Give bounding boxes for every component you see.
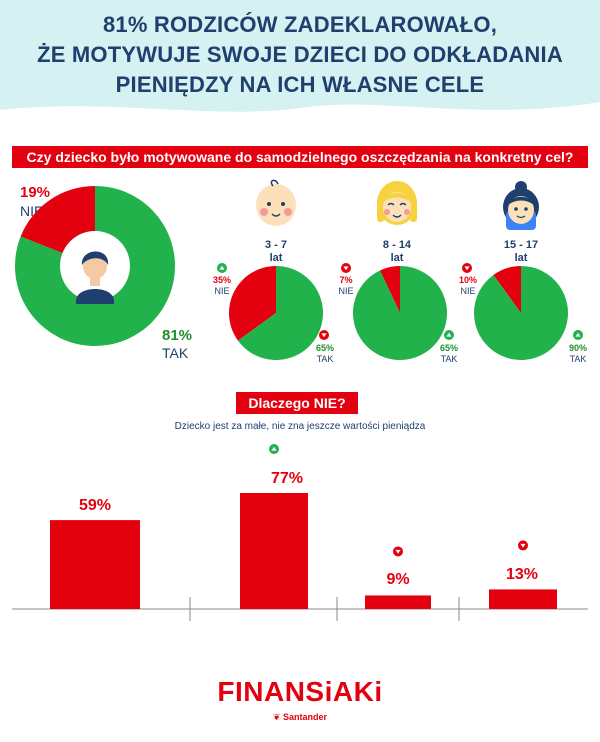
pie-15-17-tak-pct: 90% xyxy=(568,343,587,353)
trend-marker-15-17-nie-icon xyxy=(462,263,472,273)
trend-marker-8-14-nie-icon xyxy=(341,263,351,273)
brand-sub-logo: ❦ Santander xyxy=(272,712,328,722)
bar-chart xyxy=(12,493,588,621)
pie-3-7-slice-nie xyxy=(228,266,276,341)
header-wave-background xyxy=(0,0,600,112)
bar-value-label-4: 13% xyxy=(505,566,539,583)
age-unit-3-7: lat xyxy=(269,252,283,264)
overall-tak-label: TAK xyxy=(162,345,189,361)
pie-3-7-tak-pct: 65% xyxy=(315,343,334,353)
pie-chart-15-17 xyxy=(473,266,568,360)
page-title: 81% RODZICÓW ZADEKLAROWAŁO, ŻE MOTYWUJE … xyxy=(0,10,600,100)
age-label-15-17: 15 - 17 lat xyxy=(486,239,556,265)
teen-face-icon xyxy=(503,181,539,230)
title-line-1: RODZICÓW ZADEKLAROWAŁO, xyxy=(147,12,498,37)
bar-4-trend-icon xyxy=(518,540,528,551)
age-unit-15-17: lat xyxy=(514,252,528,264)
trend-markers xyxy=(217,263,583,557)
age-label-8-14: 8 - 14 lat xyxy=(362,239,432,265)
pie-3-7-nie-label: 35% NIE xyxy=(205,275,239,297)
pie-8-14-nie-label: 7% NIE xyxy=(329,275,363,297)
pie-3-7-nie-word: NIE xyxy=(214,286,230,296)
bar-4 xyxy=(489,589,557,609)
pie-chart-3-7 xyxy=(228,266,323,361)
pie-15-17-nie-label: 10% NIE xyxy=(451,275,485,297)
bar-2-trend-icon xyxy=(269,444,279,454)
pie-3-7-tak-label: 65% TAK xyxy=(308,343,342,365)
bar-3-trend-icon xyxy=(393,546,403,557)
title-line-3: PIENIĘDZY NA ICH WŁASNE CELE xyxy=(115,72,485,97)
question-banner: Czy dziecko było motywowane do samodziel… xyxy=(12,146,588,168)
trend-marker-3-7-tak-icon xyxy=(319,330,329,340)
pie-8-14-tak-word: TAK xyxy=(440,354,458,364)
title-highlight: 81% xyxy=(102,12,148,37)
bar-value-label-1: 59% xyxy=(78,497,112,514)
pie-3-7-slice-tak xyxy=(237,266,323,361)
bar-2 xyxy=(240,493,308,609)
age-unit-8-14: lat xyxy=(390,252,404,264)
pie-8-14-slice-tak xyxy=(352,266,447,360)
pie-15-17-tak-word: TAK xyxy=(569,354,587,364)
age-range-3-7: 3 - 7 xyxy=(264,239,287,251)
pie-15-17-slice-nie xyxy=(493,266,521,313)
pie-15-17-tak-label: 90% TAK xyxy=(561,343,595,365)
girl-face-icon xyxy=(377,181,417,225)
age-range-8-14: 8 - 14 xyxy=(382,239,412,251)
bar-value-label-3: 9% xyxy=(386,571,410,588)
bar-chart-subtitle: Dziecko jest za małe, nie zna jeszcze wa… xyxy=(174,421,426,432)
age-label-3-7: 3 - 7 lat xyxy=(241,239,311,265)
pie-3-7-tak-word: TAK xyxy=(316,354,334,364)
overall-tak-percent: 81% xyxy=(162,327,193,344)
pie-3-7-nie-pct: 35% xyxy=(212,275,231,285)
title-line-2: ŻE MOTYWUJE SWOJE DZIECI DO ODKŁADANIA xyxy=(37,42,563,67)
age-range-15-17: 15 - 17 xyxy=(503,239,539,251)
brand-sub-text: Santander xyxy=(283,712,328,722)
pie-15-17-slice-tak xyxy=(473,266,568,360)
pie-8-14-slice-nie xyxy=(379,266,400,313)
trend-marker-3-7-nie-icon xyxy=(217,263,227,273)
pie-15-17-nie-word: NIE xyxy=(460,286,476,296)
header: 81% RODZICÓW ZADEKLAROWAŁO, ŻE MOTYWUJE … xyxy=(0,0,600,122)
pie-15-17-nie-pct: 10% xyxy=(458,275,477,285)
bar-1 xyxy=(50,520,140,609)
bar-3 xyxy=(365,595,431,609)
trend-marker-15-17-tak-icon xyxy=(573,330,583,340)
bar-value-label-2: 77% xyxy=(270,470,304,487)
brand-logo: FINANSiAKi xyxy=(217,676,383,707)
baby-face-icon xyxy=(256,179,296,226)
question-text: Czy dziecko było motywowane do samodziel… xyxy=(26,149,574,165)
pie-chart-8-14 xyxy=(352,266,447,360)
parent-avatar-icon xyxy=(74,245,116,304)
pie-8-14-nie-pct: 7% xyxy=(339,275,353,285)
pie-8-14-tak-pct: 65% xyxy=(439,343,458,353)
pie-8-14-nie-word: NIE xyxy=(338,286,354,296)
why-not-banner: Dlaczego NIE? xyxy=(236,392,358,414)
pie-8-14-tak-label: 65% TAK xyxy=(432,343,466,365)
trend-marker-8-14-tak-icon xyxy=(444,330,454,340)
overall-nie-percent: 19% xyxy=(20,184,51,201)
